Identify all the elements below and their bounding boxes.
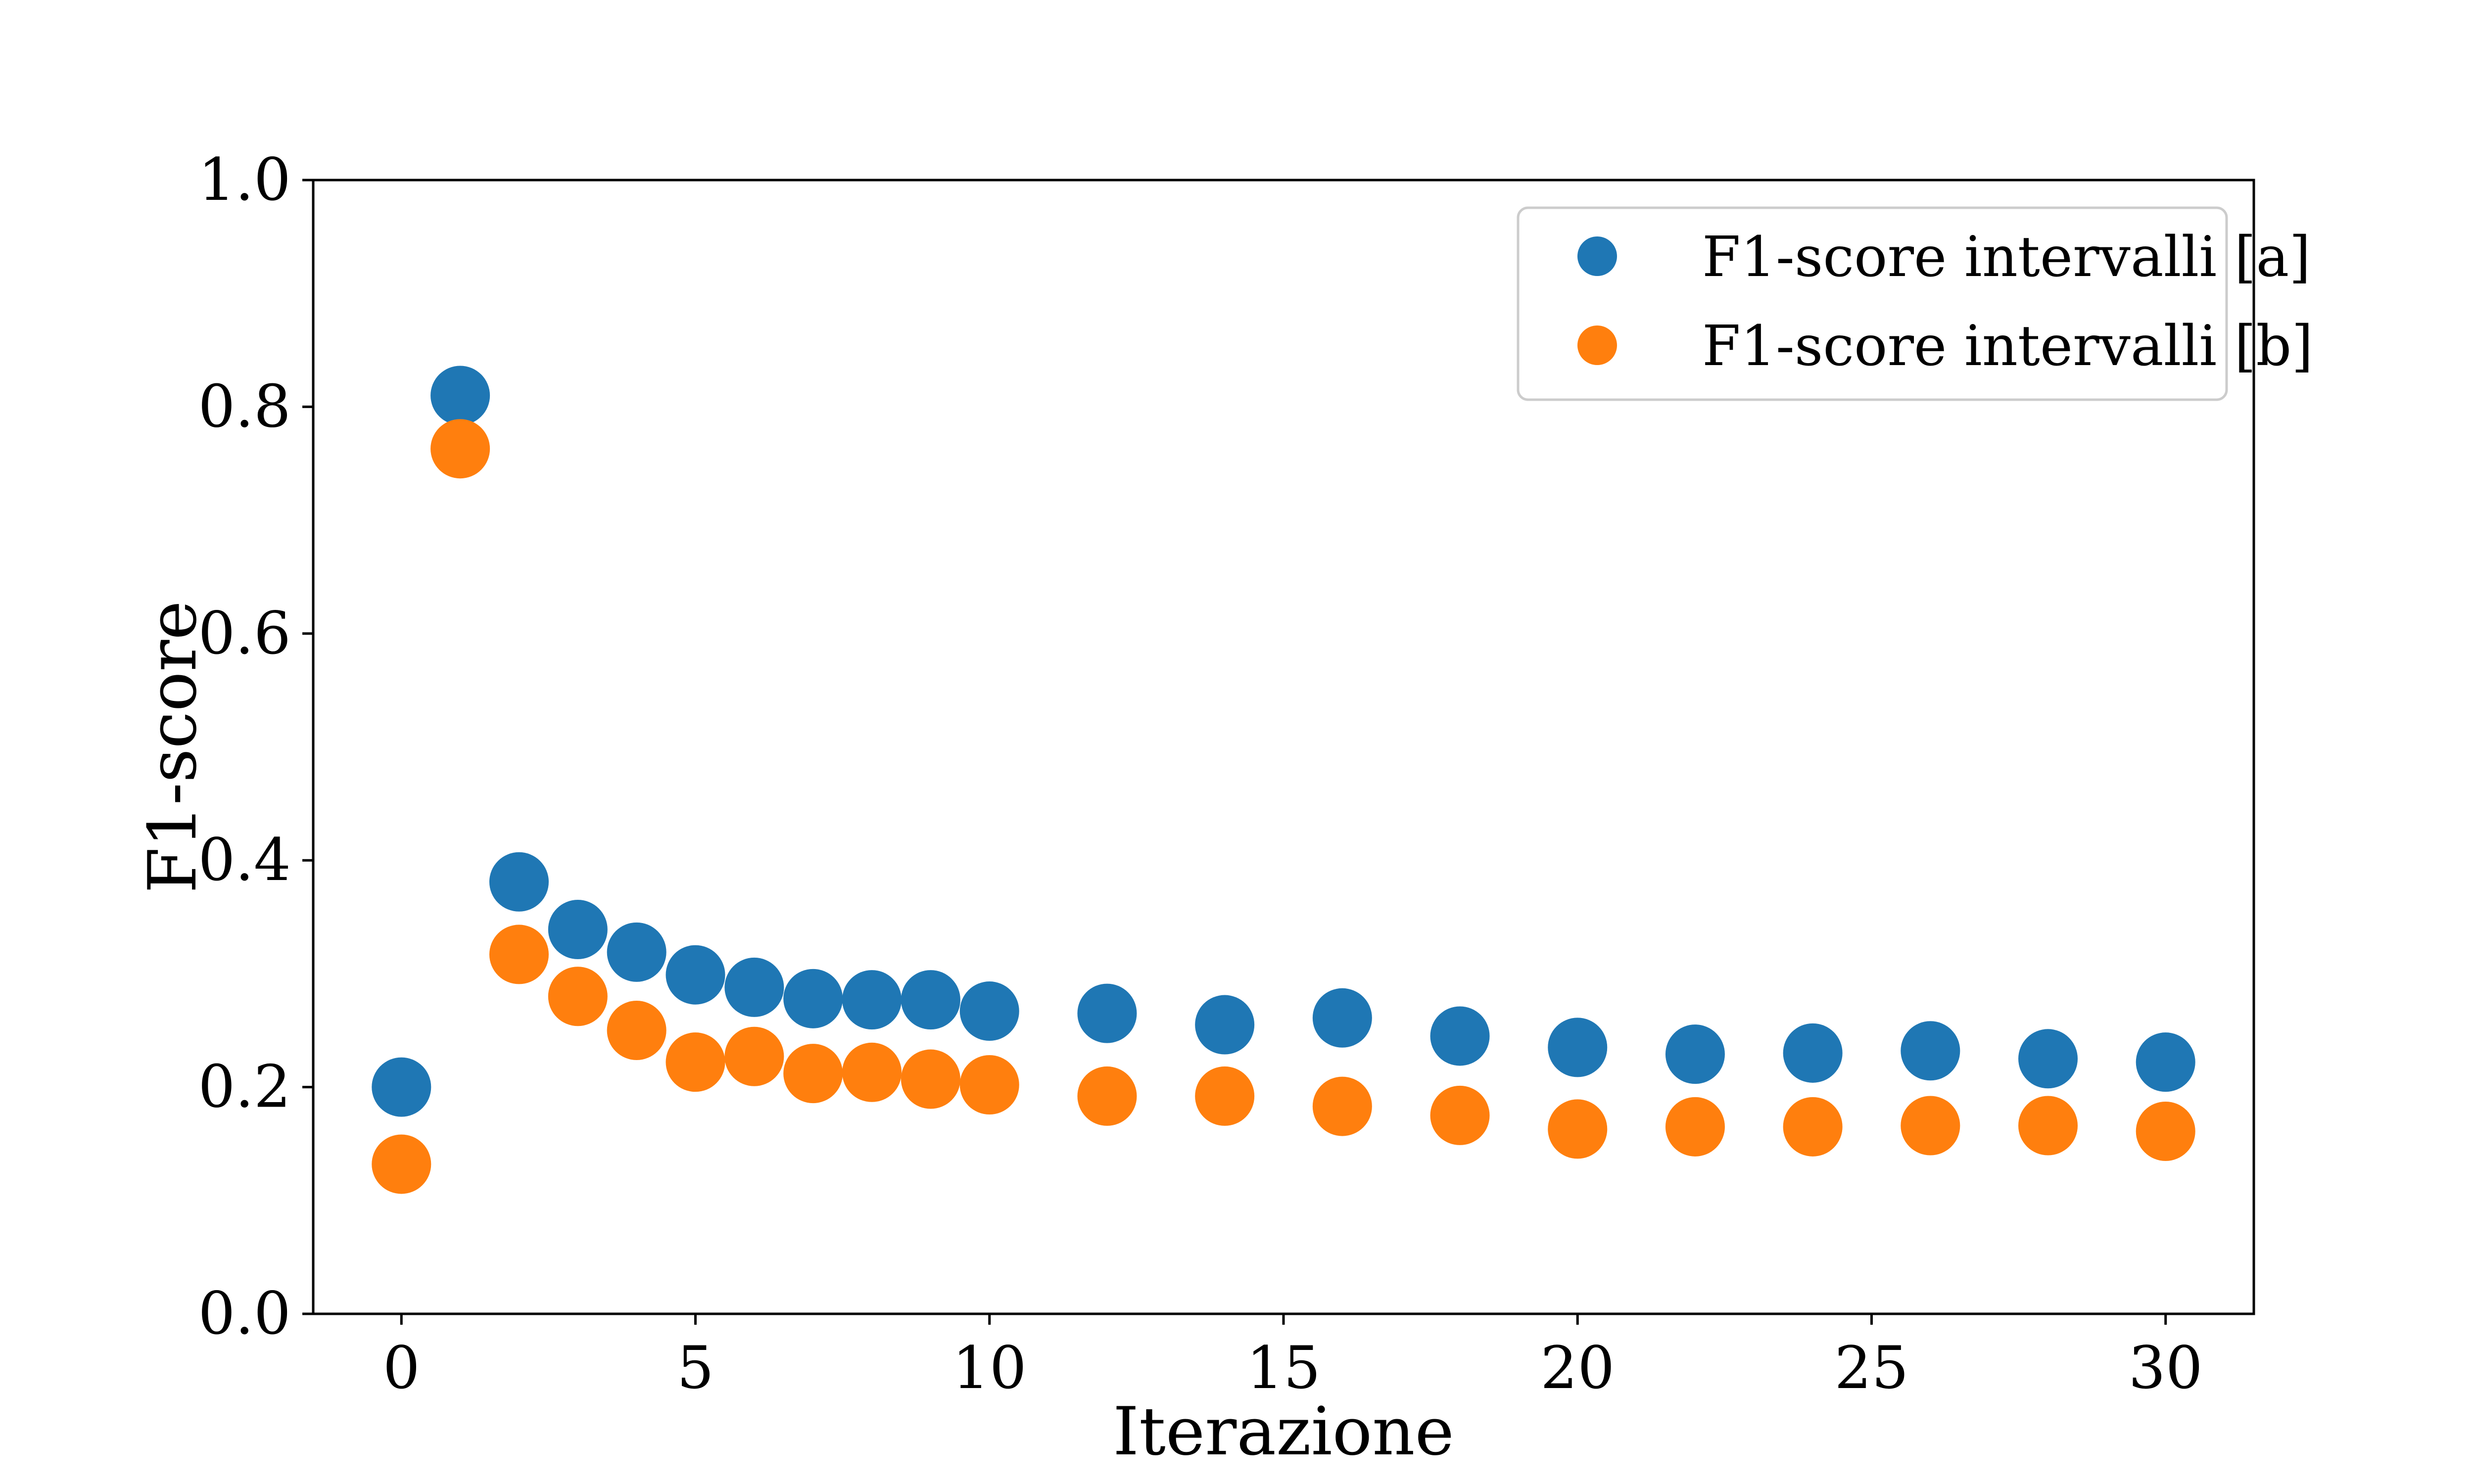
legend-label: F1-score intervalli [a] xyxy=(1702,225,2311,289)
data-point-series-a xyxy=(901,970,960,1030)
data-point-series-a xyxy=(607,922,666,982)
x-tick-label: 30 xyxy=(2129,1334,2203,1402)
data-point-series-a xyxy=(2018,1029,2078,1089)
data-point-series-b xyxy=(1901,1096,1960,1156)
y-axis: 0.0 0.2 0.4 0.6 0.8 1.0 xyxy=(198,145,313,1347)
data-point-series-b xyxy=(1312,1076,1372,1136)
data-point-series-b xyxy=(1665,1097,1725,1157)
data-point-series-b xyxy=(372,1134,431,1194)
y-tick-label: 0.4 xyxy=(198,826,291,894)
data-point-series-a xyxy=(783,969,843,1028)
x-tick-label: 0 xyxy=(383,1334,420,1402)
data-point-series-b xyxy=(1195,1066,1255,1126)
data-point-series-b xyxy=(783,1044,843,1104)
data-point-series-a xyxy=(1077,983,1137,1043)
y-tick-label: 1.0 xyxy=(198,145,291,214)
data-point-series-b xyxy=(666,1032,725,1092)
data-point-series-a xyxy=(842,970,902,1030)
data-point-series-b xyxy=(1783,1097,1843,1157)
data-point-series-a xyxy=(666,945,725,1005)
x-tick-label: 25 xyxy=(1834,1334,1908,1402)
x-tick-label: 5 xyxy=(677,1334,714,1402)
y-tick-label: 0.8 xyxy=(198,372,291,440)
y-tick-label: 0.6 xyxy=(198,599,291,667)
x-tick-label: 15 xyxy=(1246,1334,1321,1402)
data-point-series-b xyxy=(959,1055,1019,1115)
x-tick-label: 20 xyxy=(1540,1334,1615,1402)
data-point-series-b xyxy=(901,1049,960,1109)
data-point-series-b xyxy=(2018,1096,2078,1156)
data-point-series-b xyxy=(430,419,490,479)
data-point-series-b xyxy=(2136,1101,2195,1161)
data-point-series-a xyxy=(430,366,490,425)
y-tick-label: 0.0 xyxy=(198,1279,291,1347)
data-point-series-b xyxy=(724,1026,784,1086)
x-axis: 0 5 10 15 20 25 30 xyxy=(383,1314,2203,1402)
data-point-series-a xyxy=(372,1057,431,1117)
data-point-series-a xyxy=(1783,1023,1843,1083)
legend: F1-score intervalli [a] F1-score interval… xyxy=(1517,206,2313,401)
data-point-series-a xyxy=(1430,1006,1490,1066)
data-point-series-a xyxy=(1901,1021,1960,1081)
x-axis-title: Iterazione xyxy=(1113,1393,1454,1470)
legend-label: F1-score intervalli [b] xyxy=(1702,314,2313,378)
legend-marker xyxy=(1577,325,1617,365)
data-point-series-b xyxy=(1548,1099,1608,1159)
x-tick-label: 10 xyxy=(952,1334,1027,1402)
data-point-series-a xyxy=(548,900,608,960)
data-point-series-a xyxy=(1195,995,1255,1055)
data-point-series-b xyxy=(607,1001,666,1060)
data-point-series-b xyxy=(842,1042,902,1102)
data-point-series-a xyxy=(2136,1032,2195,1092)
data-point-series-b xyxy=(548,967,608,1026)
y-tick-label: 0.2 xyxy=(198,1053,291,1121)
data-points-layer xyxy=(372,366,2195,1194)
data-point-series-a xyxy=(959,981,1019,1041)
y-axis-title: F1-score xyxy=(134,601,211,893)
data-point-series-a xyxy=(1548,1018,1608,1077)
legend-box xyxy=(1517,206,2228,401)
data-point-series-a xyxy=(1665,1024,1725,1084)
data-point-series-a xyxy=(1312,988,1372,1048)
data-point-series-a xyxy=(724,957,784,1017)
data-point-series-a xyxy=(489,852,549,912)
data-point-series-b xyxy=(1077,1066,1137,1126)
data-point-series-b xyxy=(489,925,549,984)
data-point-series-b xyxy=(1430,1085,1490,1145)
legend-marker xyxy=(1577,236,1617,276)
